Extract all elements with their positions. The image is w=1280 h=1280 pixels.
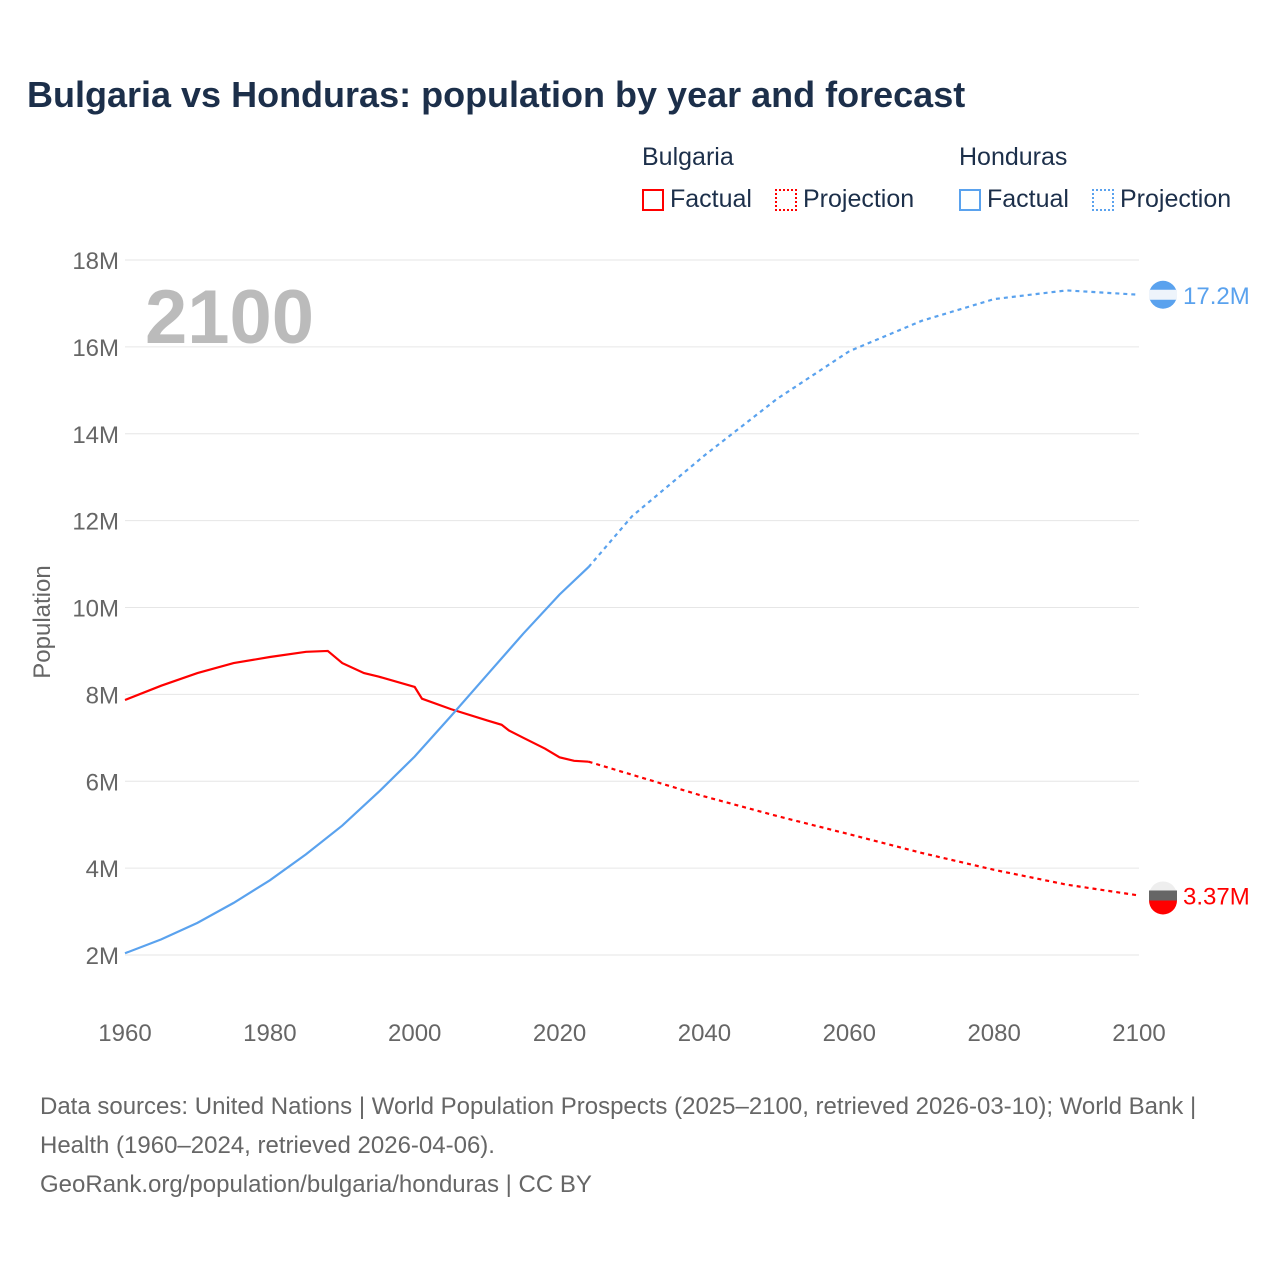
- legend-group-honduras: Honduras: [959, 143, 1068, 171]
- legend-group-bulgaria: Bulgaria: [642, 143, 734, 171]
- x-tick-label: 2080: [967, 1020, 1020, 1047]
- flag-stripe: [1149, 289, 1177, 300]
- y-tick-label: 6M: [86, 769, 119, 796]
- legend-honduras-factual[interactable]: Factual: [959, 185, 1069, 214]
- x-tick-label: 2100: [1112, 1020, 1165, 1047]
- flag-stripe: [1149, 900, 1177, 915]
- bulgaria-end-label: 3.37M: [1183, 883, 1250, 910]
- y-tick-label: 4M: [86, 856, 119, 883]
- x-tick-label: 2060: [823, 1020, 876, 1047]
- y-tick-label: 12M: [72, 509, 119, 536]
- honduras-projection-line: [587, 289, 1140, 568]
- legend-swatch: [642, 188, 664, 211]
- legend-label: Factual: [670, 185, 752, 213]
- x-tick-label: 2000: [388, 1020, 441, 1047]
- flag-stripe: [1149, 890, 1177, 901]
- legend-honduras-projection[interactable]: Projection: [1092, 185, 1231, 214]
- source-link[interactable]: GeoRank.org/population/bulgaria/honduras…: [40, 1171, 592, 1198]
- footer: Data sources: United Nations | World Pop…: [40, 1087, 1240, 1204]
- y-tick-label: 10M: [72, 596, 119, 623]
- x-tick-label: 2040: [678, 1020, 731, 1047]
- chart-title: Bulgaria vs Honduras: population by year…: [27, 74, 966, 115]
- bulgaria-factual-line: [124, 649, 589, 763]
- y-tick-label: 14M: [72, 422, 119, 449]
- legend-swatch: [1092, 188, 1114, 211]
- y-tick-label: 2M: [86, 943, 119, 970]
- year-overlay: 2100: [145, 275, 314, 360]
- legend-label: Factual: [987, 185, 1069, 213]
- legend-swatch: [775, 188, 797, 211]
- honduras-end-label: 17.2M: [1183, 283, 1250, 310]
- legend-bulgaria-projection[interactable]: Projection: [775, 185, 914, 214]
- legend-bulgaria-factual[interactable]: Factual: [642, 185, 752, 214]
- y-tick-label: 18M: [72, 248, 119, 275]
- x-tick-label: 1960: [98, 1020, 151, 1047]
- legend-label: Projection: [1120, 185, 1232, 213]
- y-tick-label: 16M: [72, 335, 119, 362]
- bulgaria-projection-line: [588, 760, 1140, 897]
- y-axis-label: Population: [29, 565, 56, 678]
- legend-swatch: [959, 188, 981, 211]
- x-tick-label: 1980: [243, 1020, 296, 1047]
- legend-label: Projection: [803, 185, 915, 213]
- y-tick-label: 8M: [86, 682, 119, 709]
- x-tick-label: 2020: [533, 1020, 586, 1047]
- data-sources: Data sources: United Nations | World Pop…: [40, 1093, 1197, 1159]
- honduras-factual-line: [124, 566, 590, 955]
